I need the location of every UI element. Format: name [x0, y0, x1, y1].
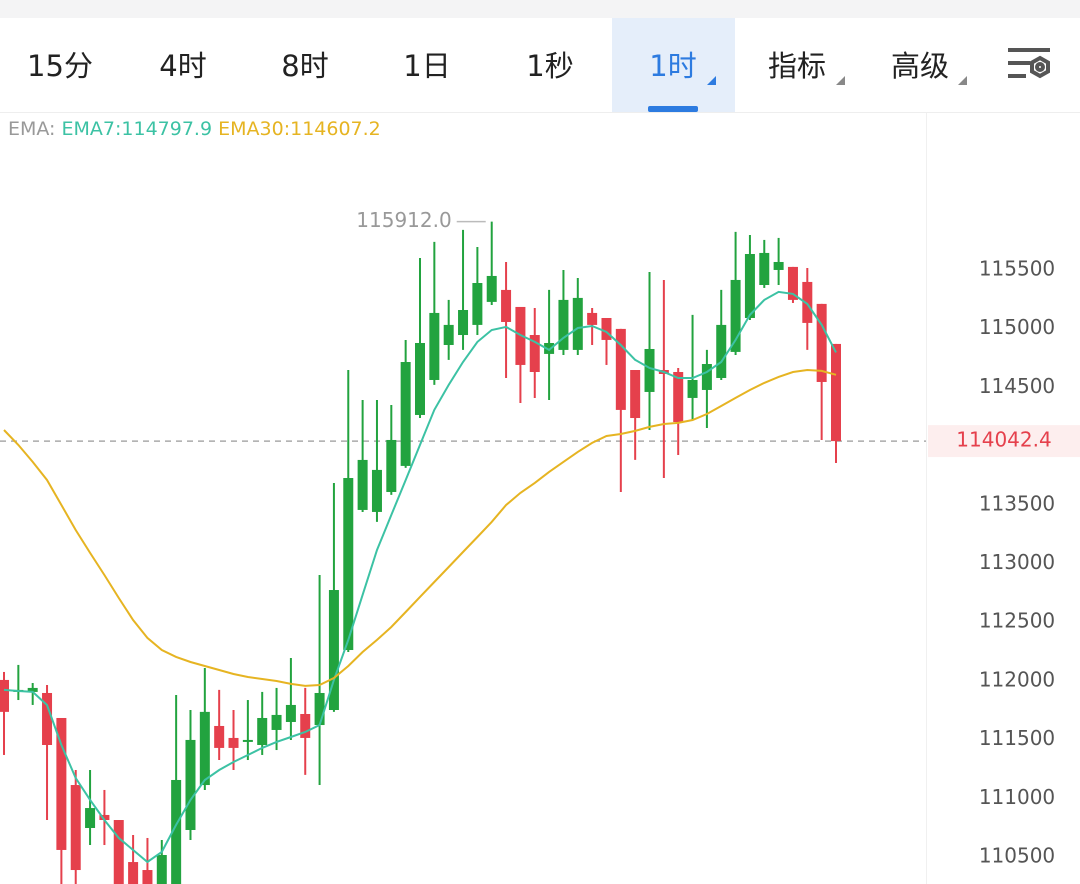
tab[interactable]: 高级 — [891, 49, 949, 83]
tab[interactable]: 1日 — [403, 49, 450, 83]
tab[interactable]: 15分 — [27, 49, 93, 83]
candle-body — [730, 279, 741, 352]
candle-body — [472, 283, 483, 325]
legend: EMA: EMA7:114797.9 EMA30:114607.2 — [8, 118, 381, 140]
status-strip — [0, 0, 1080, 18]
y-tick-label: 113500 — [979, 491, 1055, 515]
candle-body — [443, 324, 454, 345]
selected-tab-indicator — [648, 106, 698, 112]
tab[interactable]: 4时 — [159, 49, 206, 83]
last-price-bg — [928, 425, 1080, 458]
candle-body — [56, 717, 67, 850]
tab[interactable]: 1秒 — [526, 49, 573, 83]
candle-body — [831, 343, 841, 442]
candle-body — [285, 704, 296, 722]
candle-body — [113, 820, 124, 884]
ema-line — [3, 290, 837, 864]
candle-body — [400, 362, 411, 466]
y-tick-label: 111500 — [979, 726, 1055, 750]
candle-body — [802, 281, 813, 323]
high-marker-label: 115912.0 — [356, 208, 451, 232]
candle-body — [601, 317, 612, 340]
candle-body — [744, 254, 755, 318]
candle-body — [429, 312, 440, 380]
y-tick-label: 112500 — [979, 609, 1055, 633]
candle-body — [816, 303, 827, 382]
dropdown-caret — [707, 76, 716, 85]
y-tick-label: 111000 — [979, 785, 1055, 809]
legend-separator: : — [284, 118, 290, 140]
settings-icon[interactable] — [1008, 48, 1050, 79]
candle-body — [415, 342, 425, 415]
candle-body — [142, 870, 153, 884]
ema-line — [3, 368, 837, 687]
tab[interactable]: 指标 — [768, 49, 826, 83]
candle-body — [773, 261, 784, 270]
candle-body — [85, 808, 96, 828]
y-axis: 110500 111000 111500 112000 112500 113000 1135… — [928, 256, 1080, 867]
plot: 115912.0 — [0, 208, 841, 884]
candle-body — [128, 862, 139, 884]
candle-body — [42, 692, 53, 745]
candle-body — [687, 379, 698, 398]
candle-body — [185, 739, 196, 830]
candle-body — [99, 814, 110, 821]
candle-body — [214, 725, 225, 748]
candle-body — [242, 739, 253, 742]
candle-body — [171, 779, 182, 884]
candle-body — [0, 679, 9, 712]
candle-body — [371, 469, 382, 512]
candle-body — [156, 855, 167, 884]
y-tick-label: 112000 — [979, 667, 1055, 691]
last-price-label: 114042.4 — [956, 428, 1051, 452]
y-tick-label: 115000 — [979, 315, 1055, 339]
candle-body — [343, 478, 354, 651]
candle-body — [701, 364, 712, 390]
candle-body — [716, 324, 727, 378]
selected-tab-bg — [612, 18, 735, 112]
candle-body — [27, 687, 38, 692]
candle-body — [458, 310, 469, 336]
candle-body — [759, 252, 770, 285]
candle-body — [615, 328, 626, 410]
candle-body — [501, 289, 512, 322]
legend-prefix: EMA: — [8, 118, 55, 140]
candle-body — [70, 785, 81, 871]
legend-name: EMA30 — [218, 118, 284, 140]
candle-body — [544, 342, 555, 354]
candle-body — [630, 370, 641, 419]
candle-body — [328, 590, 339, 711]
y-tick-label: 113000 — [979, 550, 1055, 574]
candle-body — [587, 312, 598, 325]
candle-body — [386, 439, 397, 492]
candle-body — [199, 711, 210, 786]
tab[interactable]: 1时 — [649, 49, 696, 83]
dropdown-caret — [836, 76, 845, 85]
y-tick-label: 114500 — [979, 374, 1055, 398]
candle-body — [257, 717, 268, 745]
candle-body — [787, 266, 798, 300]
candle-body — [357, 459, 368, 510]
dropdown-caret — [958, 76, 967, 85]
candle-body — [228, 737, 239, 748]
y-tick-label: 110500 — [979, 843, 1055, 867]
y-tick-label: 115500 — [979, 256, 1055, 280]
candle-body — [486, 275, 497, 302]
legend-separator: : — [115, 118, 121, 140]
candle-body — [673, 371, 684, 423]
candle-body — [644, 348, 655, 392]
candle-body — [558, 299, 569, 350]
legend-name: EMA7 — [62, 118, 115, 140]
candle-body — [529, 335, 540, 372]
tab-bar: 15分 4时 8时 1日 1秒 1时 指标 高级 — [27, 49, 949, 83]
legend-value: 114797.9 — [121, 118, 212, 140]
candle-body — [271, 714, 282, 730]
candle-body — [300, 713, 311, 738]
candle-body — [314, 692, 325, 726]
legend-value: 114607.2 — [290, 118, 381, 140]
candle-body — [572, 297, 583, 350]
tab[interactable]: 8时 — [281, 49, 328, 83]
